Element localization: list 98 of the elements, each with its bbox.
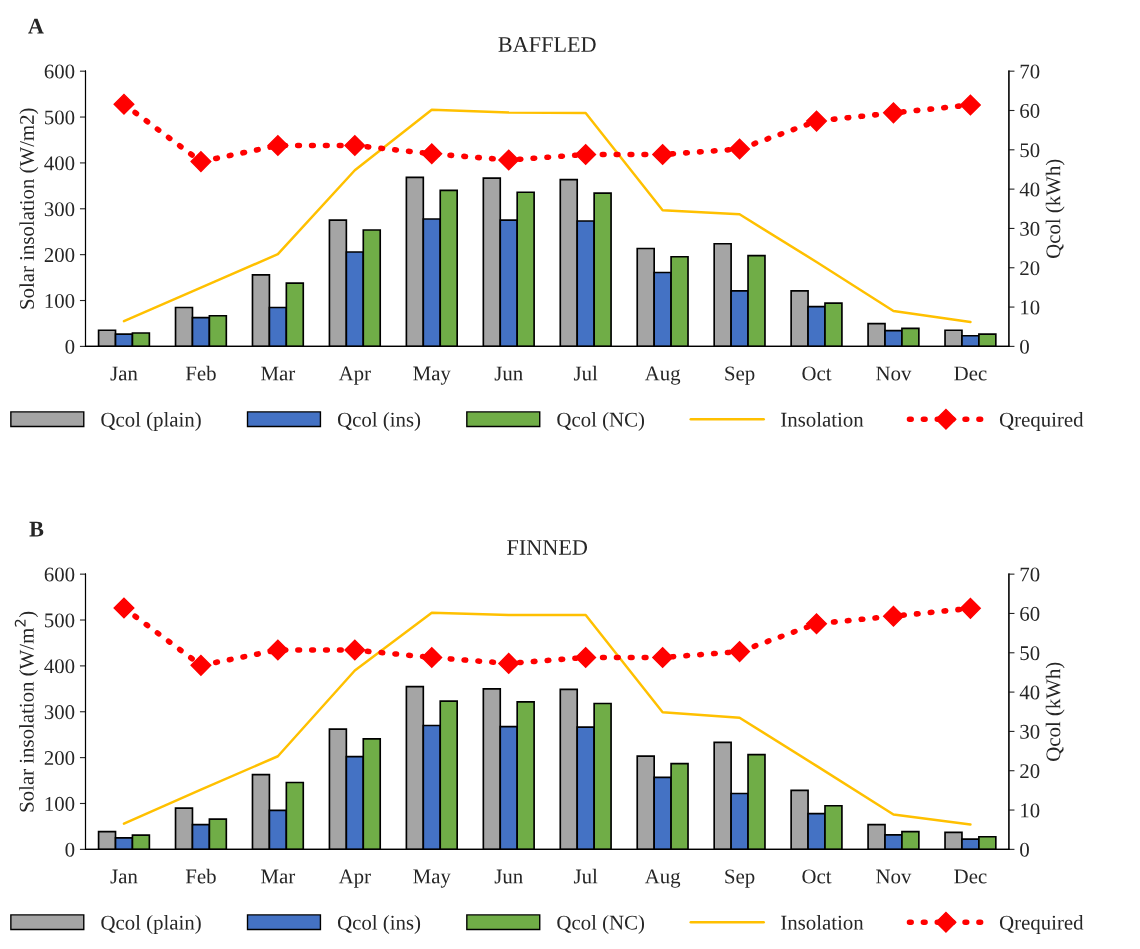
legend-label: Qcol (plain) <box>101 915 201 934</box>
y-tick-label: 600 <box>44 567 75 582</box>
point <box>344 134 366 156</box>
point <box>729 641 751 663</box>
y-tick-label: 0 <box>65 842 75 857</box>
legend-label: Qcol (plain) <box>101 412 201 431</box>
point <box>575 646 597 669</box>
point <box>959 94 981 116</box>
point <box>575 144 597 166</box>
y2-tick-label: 20 <box>1020 261 1040 276</box>
point <box>267 639 289 661</box>
y2-tick-label: 50 <box>1020 646 1040 661</box>
legend-label: Insolation <box>781 915 864 930</box>
point <box>806 110 828 132</box>
x-tick-label: Oct <box>802 869 832 884</box>
point <box>959 597 981 619</box>
y2-tick-label: 0 <box>1020 339 1029 354</box>
chart-title: BAFFLED <box>498 37 596 52</box>
legend-label: Insolation <box>781 412 864 427</box>
y2-tick-label: 10 <box>1021 803 1040 818</box>
legend-label: Qrequired <box>999 915 1084 934</box>
y2-tick-label: 60 <box>1020 103 1040 118</box>
y-tick-label: 500 <box>45 613 75 628</box>
x-tick-label: Jan <box>110 869 138 884</box>
y-tick-label: 400 <box>44 659 75 674</box>
x-tick-label: Dec <box>954 869 987 884</box>
y2-tick-label: 70 <box>1020 64 1040 79</box>
x-tick-label: May <box>413 869 451 888</box>
x-tick-label: Sep <box>725 366 755 385</box>
legend-label: Qcol (NC) <box>557 412 645 431</box>
point <box>729 138 751 160</box>
y2-tick-label: 60 <box>1020 606 1040 621</box>
y-tick-label: 100 <box>45 293 75 308</box>
x-tick-label: Mar <box>261 869 296 884</box>
point <box>882 605 904 627</box>
x-tick-label: Dec <box>954 366 987 381</box>
point <box>190 654 212 676</box>
y2-axis-title: Qcol (kWh) <box>1045 662 1065 761</box>
point <box>882 102 904 124</box>
y-tick-label: 0 <box>65 339 75 354</box>
point <box>652 646 674 669</box>
line-series <box>122 108 972 324</box>
y2-tick-label: 0 <box>1020 842 1029 857</box>
y2-tick-label: 10 <box>1021 300 1040 315</box>
y2-tick-label: 70 <box>1020 567 1040 582</box>
y-tick-label: 600 <box>44 64 75 79</box>
y-axis-title: Solar insolation (W/m2) <box>19 108 39 309</box>
y2-tick-label: 40 <box>1019 182 1040 197</box>
point <box>498 149 520 171</box>
y-tick-label: 300 <box>44 705 75 720</box>
y-tick-label: 300 <box>44 202 75 217</box>
x-tick-label: Oct <box>802 366 832 381</box>
y2-tick-label: 40 <box>1019 685 1040 700</box>
y2-axis-title: Qcol (kWh) <box>1045 159 1065 258</box>
x-tick-label: Jun <box>494 366 523 381</box>
text: B <box>29 521 44 537</box>
y-tick-label: 200 <box>44 750 75 766</box>
y2-tick-label: 20 <box>1020 764 1040 779</box>
y2-tick-label: 50 <box>1020 143 1040 158</box>
y-tick-label: 100 <box>45 796 75 811</box>
point <box>267 134 289 156</box>
chart-title: FINNED <box>507 540 588 555</box>
legend-label: Qrequired <box>999 412 1084 431</box>
point <box>498 652 520 674</box>
x-tick-label: Mar <box>261 366 296 381</box>
x-tick-label: Jul <box>573 365 598 381</box>
x-tick-label: Apr <box>338 869 371 888</box>
x-tick-label: Nov <box>876 869 912 884</box>
x-tick-label: Feb <box>185 868 216 884</box>
x-tick-label: May <box>413 366 451 385</box>
x-tick-label: Aug <box>644 869 681 888</box>
y-axis-title: Solar insolation (W/m$^{2}$) <box>14 611 38 812</box>
y-tick-label: 500 <box>45 110 75 125</box>
point <box>190 151 212 173</box>
legend-label: Qcol (NC) <box>557 915 645 934</box>
point <box>421 143 443 165</box>
point <box>652 144 674 166</box>
legend-label: Qcol (ins) <box>337 915 421 934</box>
x-tick-label: Apr <box>338 366 371 385</box>
y2-tick-label: 30 <box>1020 724 1040 739</box>
x-tick-label: Nov <box>876 366 912 381</box>
x-tick-label: Jun <box>494 869 523 884</box>
point <box>806 613 828 635</box>
point <box>113 597 135 619</box>
x-tick-label: Sep <box>725 869 755 888</box>
x-tick-label: Jul <box>573 868 598 884</box>
point <box>113 93 135 115</box>
line-series <box>122 611 972 826</box>
y-tick-label: 400 <box>44 156 75 171</box>
point <box>344 639 366 661</box>
text: A <box>28 18 44 34</box>
y-tick-label: 200 <box>44 248 75 263</box>
x-tick-label: Aug <box>644 366 681 385</box>
x-tick-label: Jan <box>110 366 138 381</box>
legend-label: Qcol (ins) <box>337 412 421 431</box>
point <box>421 646 443 669</box>
x-tick-label: Feb <box>185 365 216 381</box>
y2-tick-label: 30 <box>1020 221 1040 236</box>
